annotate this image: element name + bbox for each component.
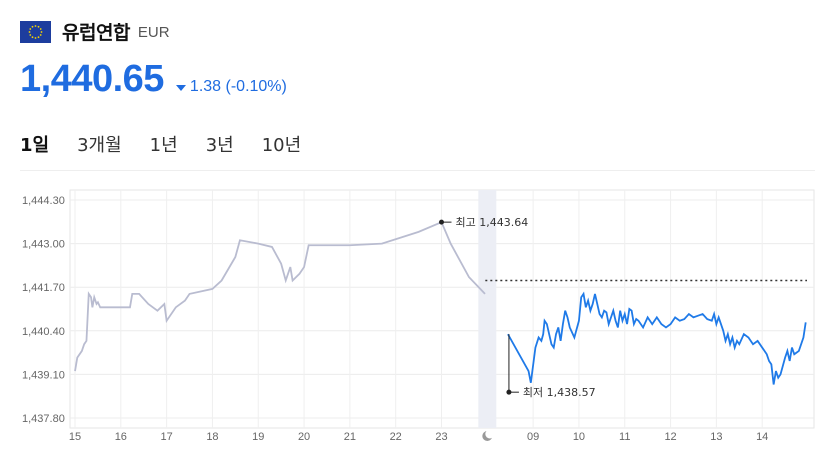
moon-icon [482,429,495,441]
currency-header: 유럽연합 EUR [20,18,170,45]
price-row: 1,440.65 1.38 (-0.10%) [20,58,287,101]
tab-1-year[interactable]: 1년 [149,135,178,156]
tab-10-years[interactable]: 10년 [261,135,302,156]
x-tick-label: 11 [619,431,630,443]
high-label: 최고 1,443.64 [456,216,529,229]
x-tick-label: 15 [69,431,81,443]
down-arrow-icon [175,85,186,91]
x-tick-label: 19 [252,431,264,443]
x-tick-label: 16 [115,431,127,443]
current-price: 1,440.65 [20,58,164,100]
x-tick-label: 10 [573,431,585,443]
price-change-value: 1.38 (-0.10%) [189,78,287,95]
current-day-line [507,291,807,385]
eu-flag-icon [20,20,51,43]
tabs-divider [20,170,815,171]
x-tick-label: 21 [344,431,356,443]
currency-name: 유럽연합 [62,22,130,44]
x-tick-label: 23 [435,431,447,443]
x-tick-label: 09 [527,431,539,443]
y-tick-label: 1,437.80 [22,413,65,425]
x-tick-label: 12 [664,431,676,443]
tab-3-months[interactable]: 3개월 [77,135,122,156]
night-band [478,190,497,428]
low-label: 최저 1,438.57 [523,386,596,399]
x-tick-label: 17 [161,431,173,443]
x-tick-label: 18 [206,431,218,443]
x-tick-label: 13 [710,431,722,443]
y-tick-label: 1,439.10 [22,369,65,381]
y-tick-label: 1,444.30 [22,195,65,207]
period-tabs: 1일 3개월 1년 3년 10년 [20,131,329,157]
tab-1-day[interactable]: 1일 [20,135,50,156]
x-tick-label: 20 [298,431,310,443]
price-change: 1.38 (-0.10%) [175,78,287,96]
currency-code: EUR [137,24,170,41]
tab-3-years[interactable]: 3년 [205,135,234,156]
y-tick-label: 1,443.00 [22,239,65,251]
previous-day-line [74,220,486,372]
x-tick-label: 22 [390,431,402,443]
x-tick-label: 14 [756,431,768,443]
y-tick-label: 1,441.70 [22,282,65,294]
y-tick-label: 1,440.40 [22,326,65,338]
